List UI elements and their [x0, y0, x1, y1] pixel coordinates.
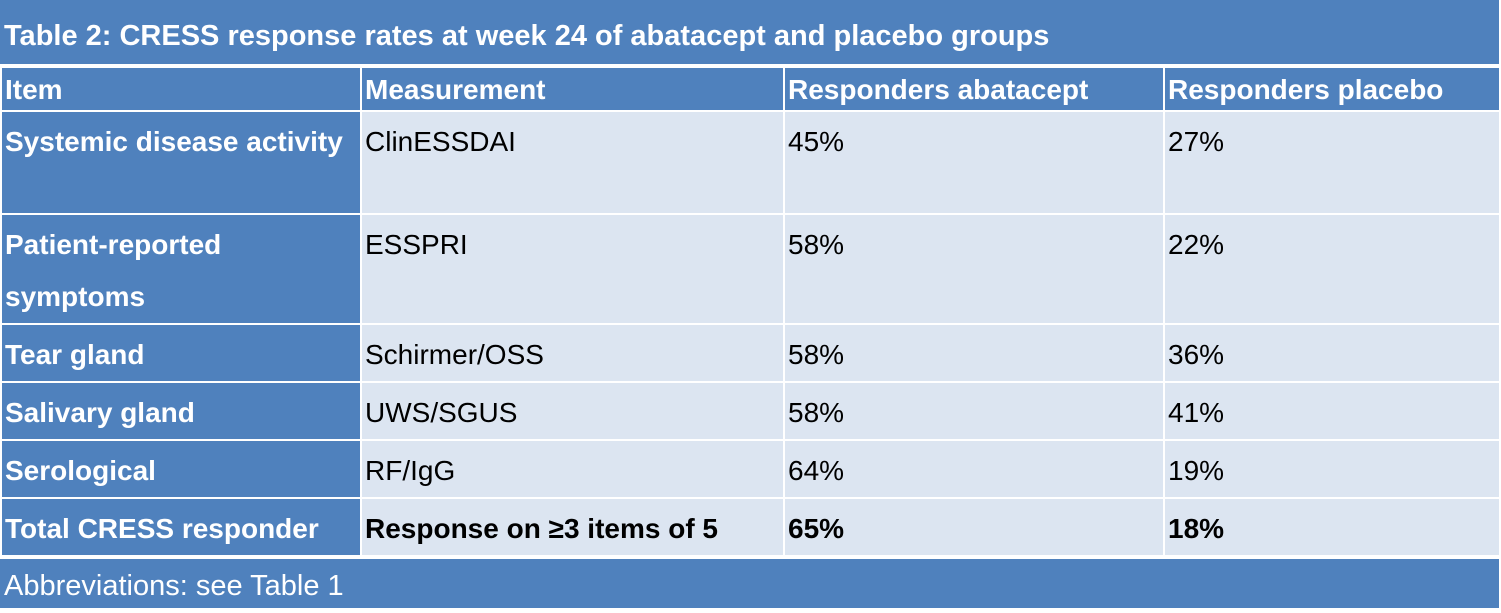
column-header: Responders abatacept [783, 66, 1165, 112]
table-cell: 36% [1163, 323, 1501, 383]
table-cell: 58% [783, 213, 1165, 325]
table-cell: ESSPRI [360, 213, 785, 325]
table-row: Serological RF/IgG 64% 19% [0, 439, 1501, 499]
table-row: Systemic disease activity ClinESSDAI 45% 27… [0, 110, 1501, 215]
table-cell: Schirmer/OSS [360, 323, 785, 383]
table-cell: 45% [783, 110, 1165, 215]
table-cell: Serological [0, 439, 362, 499]
table-cell: 18% [1163, 497, 1501, 557]
table-cell: 65% [783, 497, 1165, 557]
table: Item Measurement Responders abatacept Respo… [0, 66, 1501, 557]
table-cell: Patient-reported symptoms [0, 213, 362, 325]
table-cell: Systemic disease activity [0, 110, 362, 215]
footnote: Abbreviations: see Table 1 [0, 557, 1499, 608]
table-cell: RF/IgG [360, 439, 785, 499]
table-row: Tear gland Schirmer/OSS 58% 36% [0, 323, 1501, 383]
table-cell: 27% [1163, 110, 1501, 215]
table-cell: Tear gland [0, 323, 362, 383]
table-body: Item Measurement Responders abatacept Respo… [0, 66, 1501, 557]
column-header: Item [0, 66, 362, 112]
table-row: Total CRESS responder Response on ≥3 item… [0, 497, 1501, 557]
column-header: Responders placebo [1163, 66, 1501, 112]
table-cell: 64% [783, 439, 1165, 499]
table-cell: 19% [1163, 439, 1501, 499]
header-row: Item Measurement Responders abatacept Respo… [0, 66, 1501, 112]
table-cell: Response on ≥3 items of 5 [360, 497, 785, 557]
table-row: Salivary gland UWS/SGUS 58% 41% [0, 381, 1501, 441]
column-header: Measurement [360, 66, 785, 112]
table-cell: 41% [1163, 381, 1501, 441]
table-cell: ClinESSDAI [360, 110, 785, 215]
table-cell: 58% [783, 381, 1165, 441]
table-cell: Total CRESS responder [0, 497, 362, 557]
table-row: Patient-reported symptoms ESSPRI 58% 22% [0, 213, 1501, 325]
table-cell: Salivary gland [0, 381, 362, 441]
table-cell: 58% [783, 323, 1165, 383]
table-cell: UWS/SGUS [360, 381, 785, 441]
table-title: Table 2: CRESS response rates at week 24… [0, 0, 1499, 66]
table-cell: 22% [1163, 213, 1501, 325]
